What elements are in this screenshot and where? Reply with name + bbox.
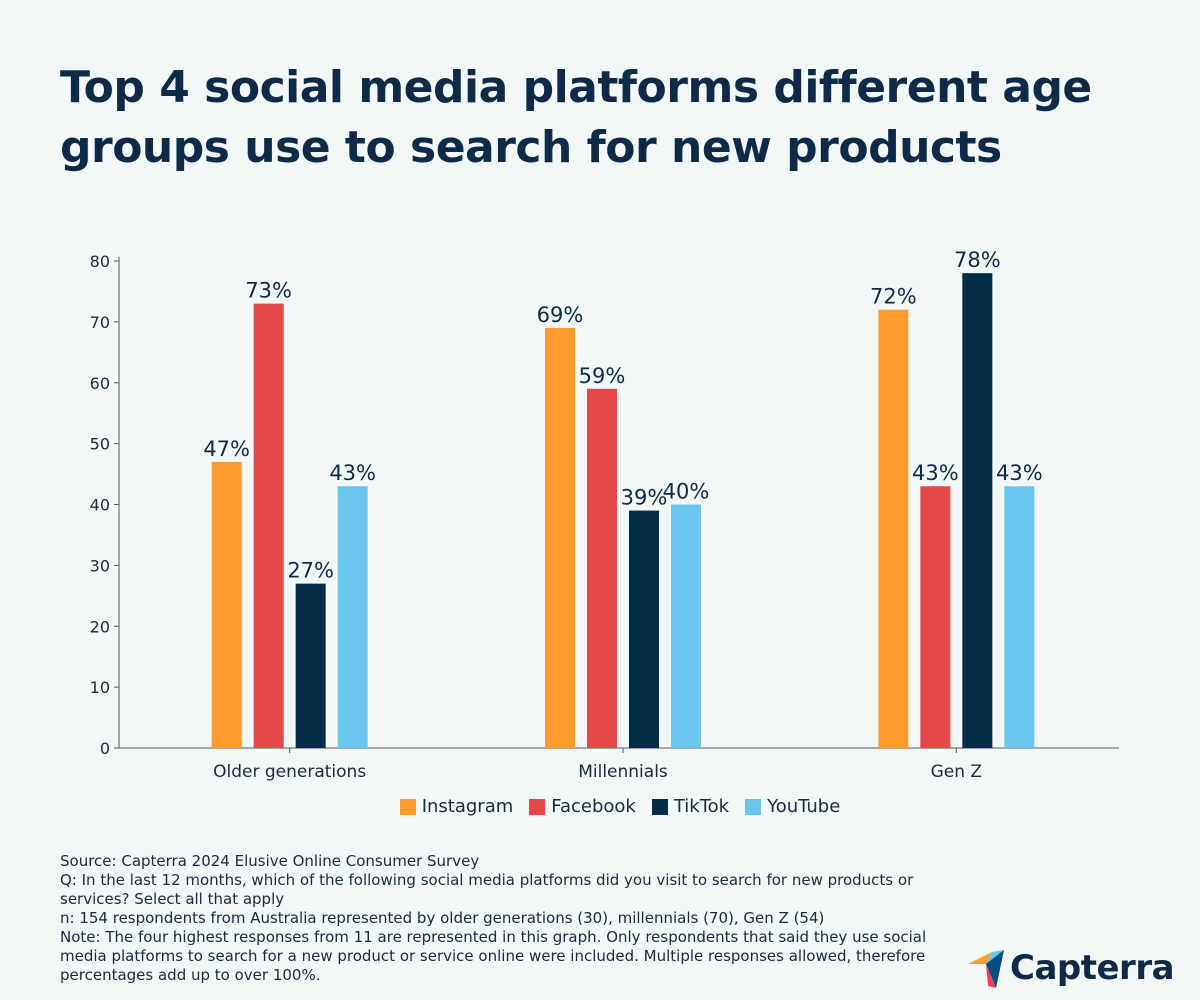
legend-item-tiktok: TikTok (651, 796, 730, 817)
logo-shape-red (986, 964, 996, 988)
bar-youtube-0 (337, 486, 368, 748)
question-note: Q: In the last 12 months, which of the f… (60, 871, 914, 908)
y-tick-label: 70 (90, 313, 110, 332)
data-label: 27% (287, 559, 334, 583)
legend-label: YouTube (767, 796, 841, 817)
legend-label: Instagram (421, 796, 514, 817)
bar-instagram-2 (878, 309, 909, 748)
bar-facebook-2 (920, 486, 951, 748)
capterra-logo-icon (968, 950, 1004, 988)
bar-instagram-0 (211, 461, 242, 748)
logo-text: Capterra (1010, 948, 1175, 988)
legend-item-facebook: Facebook (529, 796, 636, 817)
data-label: 43% (996, 461, 1043, 485)
y-tick-label: 10 (90, 678, 110, 697)
x-tick-label: Older generations (213, 762, 366, 782)
data-label: 69% (537, 303, 584, 327)
y-tick-label: 20 (90, 617, 110, 636)
data-label: 72% (870, 285, 917, 309)
legend-label: Facebook (551, 796, 636, 817)
logo-shape-orange (968, 952, 992, 964)
capterra-logo: Capterra (966, 946, 1175, 990)
y-tick-label: 50 (90, 435, 110, 454)
data-label: 73% (245, 279, 292, 303)
bar-tiktok-0 (295, 583, 326, 748)
legend-swatch (399, 798, 416, 815)
logo-shape-navy (986, 950, 1004, 988)
y-tick-label: 80 (90, 252, 110, 271)
y-tick-label: 40 (90, 496, 110, 515)
legend-item-instagram: Instagram (399, 796, 514, 817)
sample-note: n: 154 respondents from Australia repres… (60, 909, 825, 927)
data-label: 47% (203, 437, 250, 461)
bar-facebook-1 (587, 388, 617, 748)
bar-facebook-0 (253, 303, 284, 748)
data-label: 43% (329, 461, 376, 485)
y-tick-label: 30 (90, 556, 110, 575)
data-label: 39% (621, 486, 668, 510)
data-label: 43% (912, 461, 959, 485)
x-tick-label: Gen Z (931, 762, 982, 782)
source-note: Source: Capterra 2024 Elusive Online Con… (60, 852, 480, 870)
footnotes: Source: Capterra 2024 Elusive Online Con… (60, 852, 940, 985)
legend-swatch (651, 798, 668, 815)
bar-tiktok-1 (629, 510, 659, 748)
data-label: 40% (663, 480, 710, 504)
legend-swatch (745, 798, 762, 815)
x-tick-label: Millennials (578, 762, 668, 782)
legend-swatch (529, 798, 546, 815)
bar-youtube-2 (1004, 486, 1035, 748)
legend-label: TikTok (673, 796, 730, 817)
chart-title: Top 4 social media platforms different a… (60, 62, 1092, 173)
data-label: 59% (579, 364, 626, 388)
bar-chart: 0 10 20 30 40 50 60 70 80 Older generations 47% 73%… (90, 248, 1119, 782)
y-tick-label: 60 (90, 374, 110, 393)
bar-tiktok-2 (962, 273, 993, 748)
data-label: 78% (954, 248, 1001, 272)
bar-instagram-1 (545, 327, 575, 748)
bar-youtube-1 (671, 504, 701, 748)
method-note: Note: The four highest responses from 11… (60, 928, 927, 984)
legend-item-youtube: YouTube (745, 796, 840, 817)
legend: Instagram Facebook TikTok YouTube (0, 796, 1200, 817)
y-tick-label: 0 (100, 739, 110, 758)
